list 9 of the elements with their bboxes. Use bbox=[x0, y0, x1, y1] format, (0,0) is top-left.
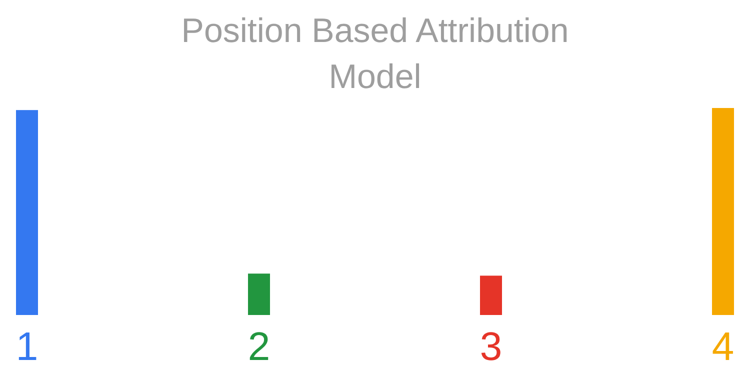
x-tick-label: 2 bbox=[248, 325, 270, 369]
bar bbox=[248, 274, 270, 315]
bar bbox=[16, 110, 38, 315]
x-tick-label: 4 bbox=[712, 325, 734, 369]
bar bbox=[480, 276, 502, 315]
bar bbox=[712, 108, 734, 315]
x-tick-label: 3 bbox=[480, 325, 502, 369]
x-tick-label: 1 bbox=[16, 325, 38, 369]
chart-title: Position Based Attribution Model bbox=[181, 12, 569, 96]
